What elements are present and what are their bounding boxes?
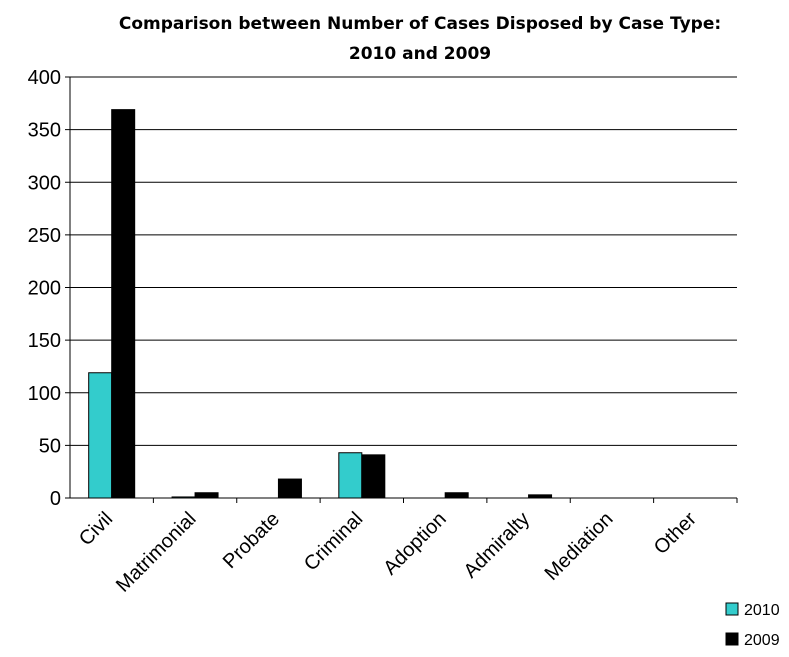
- bar-2009-admiralty: [528, 494, 553, 499]
- y-tick-label: 100: [28, 383, 61, 405]
- bar-2009-criminal: [361, 454, 386, 499]
- chart-title-line-1: Comparison between Number of Cases Dispo…: [118, 14, 722, 34]
- legend-swatch-2010: [725, 602, 739, 616]
- x-tick-label: Criminal: [300, 508, 367, 575]
- y-tick-label: 50: [39, 435, 61, 457]
- bar-2010-civil: [88, 372, 113, 499]
- bar-2009-probate: [277, 478, 302, 499]
- chart-title-line-2: 2010 and 2009: [348, 44, 492, 64]
- legend-label-2009: 2009: [744, 632, 780, 649]
- legend-label-2010: 2010: [744, 602, 780, 619]
- y-tick-label: 400: [28, 67, 61, 89]
- x-tick-label: Matrimonial: [112, 508, 201, 597]
- x-tick-label: Admiralty: [460, 508, 535, 583]
- y-tick-label: 0: [50, 488, 61, 510]
- bar-2009-adoption: [444, 492, 469, 499]
- x-tick-label: Civil: [75, 508, 117, 550]
- bar-2009-matrimonial: [194, 492, 219, 499]
- y-tick-label: 350: [28, 120, 61, 142]
- bar-2010-matrimonial: [171, 496, 196, 499]
- legend-swatch-2009: [725, 632, 739, 646]
- y-tick-label: 250: [28, 225, 61, 247]
- y-tick-label: 300: [28, 172, 61, 194]
- bar-2010-criminal: [338, 452, 363, 499]
- x-tick-label: Probate: [219, 508, 284, 573]
- bar-2009-civil: [111, 109, 136, 499]
- y-tick-label: 200: [28, 278, 61, 300]
- x-tick-label: Adoption: [379, 508, 450, 579]
- x-tick-label: Other: [650, 508, 701, 559]
- y-tick-label: 150: [28, 330, 61, 352]
- x-tick-label: Mediation: [541, 508, 618, 585]
